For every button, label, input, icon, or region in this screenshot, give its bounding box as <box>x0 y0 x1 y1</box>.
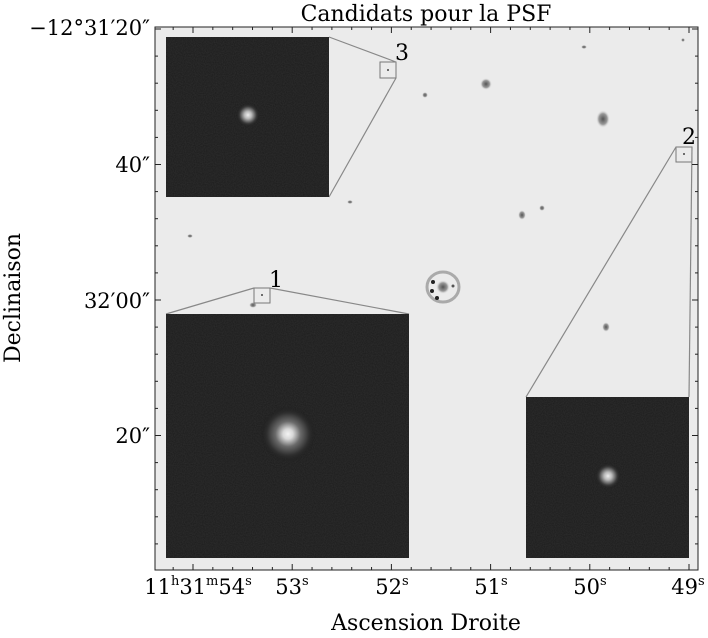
x-tick-labels: 11h31m54s 53s 52s 51s 50s 49s <box>144 574 704 599</box>
candidate-label-1: 1 <box>269 268 283 293</box>
x-tick-label: 11h31m54s <box>144 574 252 599</box>
x-tick-label: 51s <box>474 574 507 599</box>
galaxy <box>480 78 492 90</box>
x-tick-label: 52s <box>375 574 408 599</box>
galaxy <box>518 210 526 220</box>
plot-frame <box>154 26 699 571</box>
galaxy <box>422 92 428 98</box>
candidate-label-3: 3 <box>395 41 409 66</box>
candidate-label-2: 2 <box>682 125 696 150</box>
galaxy <box>681 38 685 42</box>
inset-candidate-2 <box>526 397 689 558</box>
y-axis-ticks <box>155 28 698 545</box>
candidate-box-3 <box>379 61 397 79</box>
galaxy <box>596 110 610 128</box>
y-tick-label: 40″ <box>115 153 150 177</box>
inset-candidate-3 <box>166 37 329 197</box>
y-axis-label: Declinaison <box>1 233 26 363</box>
inset-candidate-1 <box>166 314 409 558</box>
connector-lines <box>165 36 693 398</box>
galaxy <box>347 200 353 204</box>
x-axis-label: Ascension Droite <box>330 611 521 636</box>
y-tick-label: 20″ <box>115 424 150 448</box>
candidate-box-1 <box>253 287 271 304</box>
x-tick-label: 53s <box>275 574 308 599</box>
lens-system <box>425 270 461 304</box>
galaxy <box>187 234 193 238</box>
galaxy <box>581 45 587 49</box>
y-tick-labels: −12°31′20″ 40″ 32′00″ 20″ <box>29 16 150 448</box>
x-tick-label: 50s <box>573 574 606 599</box>
x-axis-ticks <box>172 27 690 570</box>
y-tick-label: −12°31′20″ <box>29 16 150 40</box>
y-tick-label: 32′00″ <box>84 289 150 313</box>
chart-title: Candidats pour la PSF <box>301 2 552 27</box>
x-tick-label: 49s <box>671 574 704 599</box>
galaxy <box>539 205 545 211</box>
galaxy <box>602 322 610 332</box>
